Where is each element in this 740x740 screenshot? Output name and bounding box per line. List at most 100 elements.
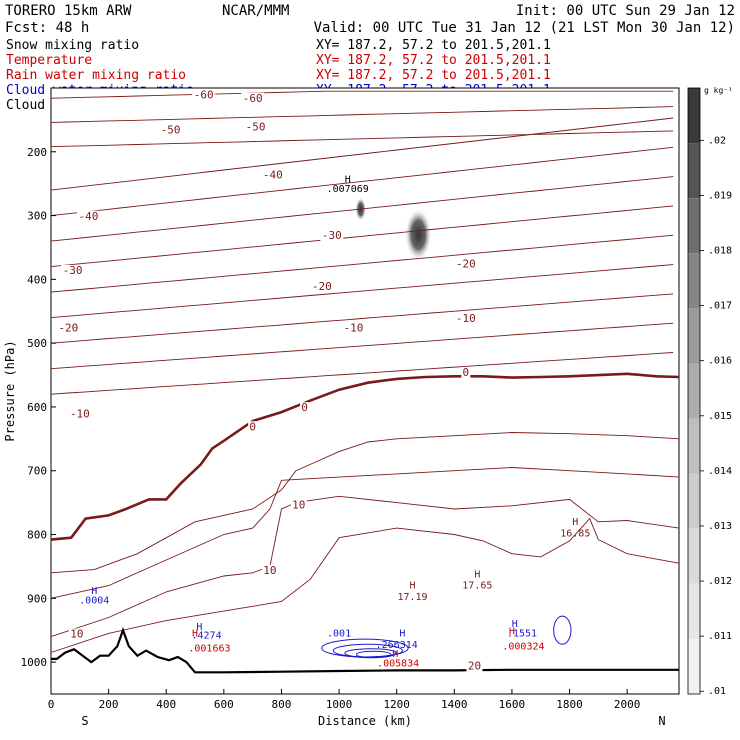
max-annotation: .1551	[507, 629, 537, 640]
contour-label: -60	[243, 92, 263, 105]
y-tick-label: 700	[27, 465, 47, 478]
contour-label-bg	[61, 264, 85, 276]
max-annotation: H	[91, 586, 97, 597]
header-block: TORERO 15km ARW NCAR/MMM Init: 00 UTC Su…	[5, 3, 735, 36]
max-annotation: .4274	[192, 631, 222, 642]
contour-label: -20	[58, 321, 78, 334]
contour-label-bg	[300, 402, 310, 414]
colorbar-step	[688, 528, 700, 584]
forecast-hour: Fcst: 48 h	[5, 20, 89, 36]
max-annotation: H	[474, 569, 480, 580]
legend-label: Temperature	[6, 53, 92, 68]
endpoint-left: S	[81, 714, 88, 728]
zero-isotherm-line	[50, 372, 680, 541]
colorbar-step	[688, 583, 700, 639]
max-annotation: H	[399, 629, 405, 640]
max-annotation: 17.19	[397, 592, 427, 603]
y-tick-label: 500	[27, 337, 47, 350]
contour-label-bg	[341, 322, 365, 334]
max-annotation: 16.85	[560, 528, 590, 539]
x-tick-label: 1600	[499, 698, 526, 711]
temperature-contour	[50, 495, 680, 638]
y-tick-label: 800	[27, 529, 47, 542]
model-title: TORERO 15km ARW	[5, 3, 132, 19]
x-tick-label: 1800	[556, 698, 583, 711]
contour-label: 0	[249, 420, 256, 433]
terrain-line	[51, 626, 679, 674]
colorbar: g kg⁻¹ .02 .019 .018 .017 .016 .015 .014 .013 .0…	[687, 86, 733, 697]
colorbar-label: .015	[708, 411, 732, 422]
contour-label: -50	[161, 124, 181, 137]
legend-xy: XY= 187.2, 57.2 to 201.5,201.1	[316, 38, 551, 53]
plot-area: -60 -60 -50 -50 -40 -40 -30 -30 -20 -20 -20 -10 -10 -…	[50, 87, 680, 695]
y-tick-label: 200	[27, 146, 47, 159]
cloud-water-contour	[355, 650, 392, 659]
colorbar-label: .017	[708, 301, 732, 312]
colorbar-label: .012	[708, 576, 732, 587]
colorbar-label: .014	[708, 466, 732, 477]
contour-label-bg	[320, 229, 344, 241]
x-tick-label: 200	[99, 698, 119, 711]
contour-label: 10	[70, 628, 83, 641]
contour-label: 10	[263, 564, 276, 577]
contour-label: -20	[312, 280, 332, 293]
contour-label-bg	[461, 367, 471, 379]
temperature-contour	[50, 264, 674, 319]
contour-label-bg	[192, 89, 216, 101]
colorbar-label: .016	[708, 356, 732, 367]
x-tick-label: 0	[48, 698, 55, 711]
temperature-contour	[50, 234, 674, 293]
init-time: Init: 00 UTC Sun 29 Jan 12	[516, 3, 735, 19]
contour-label-bg	[68, 408, 92, 420]
x-axis-title: Distance (km)	[318, 714, 412, 728]
contour-label-bg	[241, 92, 265, 104]
max-annotation: .000324	[502, 641, 544, 652]
contour-label-bg	[261, 564, 278, 576]
x-tick-label: 600	[214, 698, 234, 711]
temperature-contour	[50, 106, 674, 123]
contour-label-bg	[56, 322, 80, 334]
colorbar-label: .013	[708, 521, 732, 532]
max-annotation: .266314	[376, 640, 418, 651]
contour-label: -50	[246, 120, 266, 133]
max-annotation: H	[192, 629, 198, 640]
center-title: NCAR/MMM	[222, 3, 289, 19]
contour-label-bg	[248, 421, 258, 433]
contour-label-bg	[466, 660, 483, 672]
max-annotation: .0004	[79, 595, 109, 606]
terrain-profile	[51, 626, 679, 674]
x-tick-label: 1200	[383, 698, 410, 711]
cloud-water-contours	[321, 615, 572, 659]
y-tick-label: 600	[27, 401, 47, 414]
colorbar-step	[688, 638, 700, 694]
legend-xy: XY= 187.2, 57.2 to 201.5,201.1	[316, 53, 551, 68]
contour-label: -40	[263, 168, 283, 181]
contour-label-bg	[454, 258, 478, 270]
contour-label: 10	[292, 499, 305, 512]
max-annotation: H	[512, 619, 518, 630]
legend-label: Rain water mixing ratio	[6, 68, 186, 83]
contour-label-bg	[290, 499, 307, 511]
temperature-contour	[50, 205, 674, 268]
max-annotation: H	[196, 622, 202, 633]
contour-label: -20	[456, 258, 476, 271]
max-annotation: H	[345, 174, 351, 185]
colorbar-step	[688, 253, 700, 309]
colorbar-label: .019	[708, 190, 732, 201]
contour-label: 0	[301, 401, 308, 414]
temperature-contour	[50, 293, 674, 344]
cloud-ice-blob	[405, 209, 432, 261]
temperature-contour	[50, 467, 680, 599]
temperature-contour	[50, 517, 680, 653]
colorbar-label: .011	[708, 631, 732, 642]
x-tick-label: 1400	[441, 698, 468, 711]
y-tick-label: 400	[27, 273, 47, 286]
colorbar-step	[688, 198, 700, 254]
contour-label: -10	[456, 312, 476, 325]
legend-xy: XY= 187.2, 57.2 to 201.5,201.1	[316, 68, 551, 83]
y-axis-title: Pressure (hPa)	[3, 340, 17, 441]
max-annotation: 17.65	[462, 581, 492, 592]
y-tick-label: 900	[27, 592, 47, 605]
x-tick-label: 1000	[326, 698, 353, 711]
